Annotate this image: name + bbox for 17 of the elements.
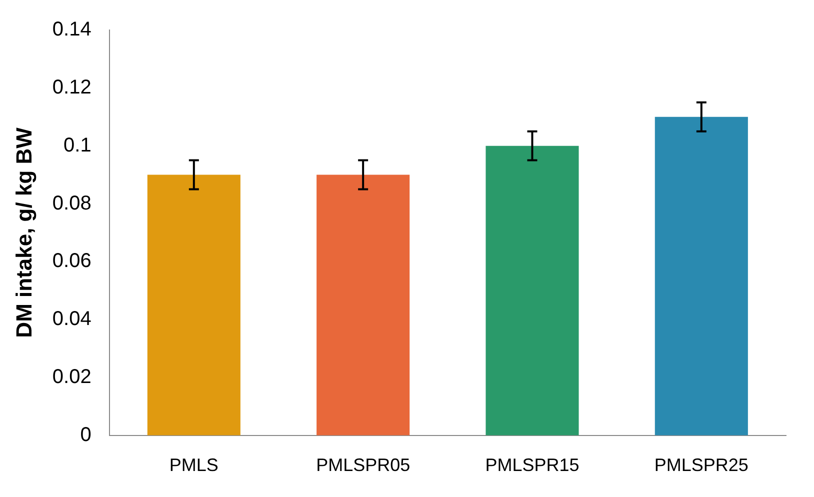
- y-tick-label: 0.02: [52, 366, 92, 388]
- x-tick-label: PMLSPR15: [485, 455, 580, 476]
- y-tick-label: 0.06: [52, 250, 92, 272]
- x-tick-label: PMLS: [169, 455, 218, 476]
- y-tick-label: 0.12: [52, 76, 92, 98]
- x-tick-label: PMLSPR25: [654, 455, 748, 476]
- y-tick-label: 0: [80, 424, 92, 446]
- y-tick-label: 0.1: [64, 134, 92, 156]
- bar: [147, 174, 240, 436]
- x-tick-label: PMLSPR05: [316, 455, 410, 476]
- y-axis-title: DM intake, g/ kg BW: [11, 127, 36, 338]
- bar: [486, 146, 579, 436]
- y-tick-label: 0.14: [52, 18, 92, 41]
- y-tick-label: 0.08: [52, 192, 92, 214]
- bar: [654, 116, 748, 436]
- y-tick-label: 0.04: [52, 308, 92, 330]
- bar: [316, 174, 410, 436]
